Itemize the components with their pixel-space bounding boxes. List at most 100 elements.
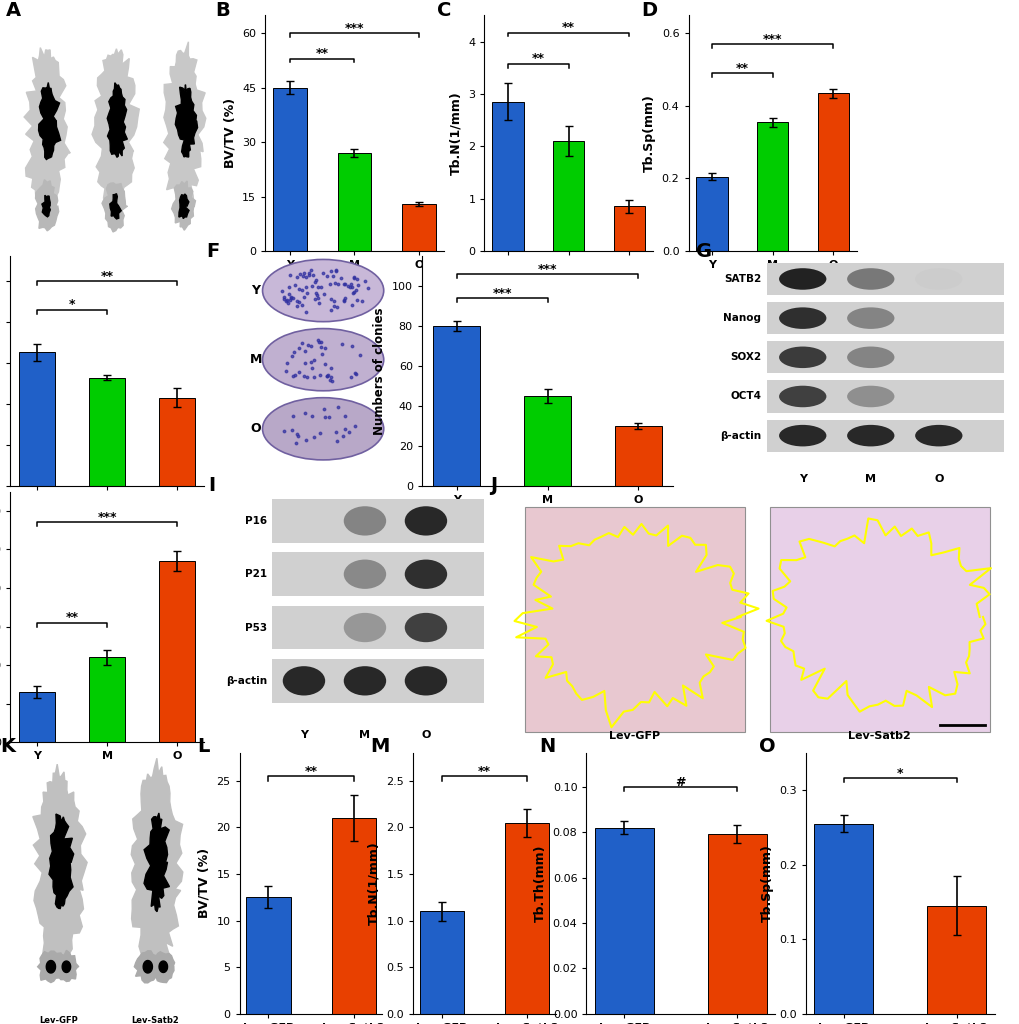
Ellipse shape — [343, 667, 386, 695]
Text: SATB2: SATB2 — [723, 274, 760, 284]
Text: β-actin: β-actin — [225, 676, 267, 686]
Text: J: J — [489, 476, 496, 496]
Text: P21: P21 — [245, 569, 267, 580]
Ellipse shape — [847, 425, 894, 446]
Text: Lev-Satb2: Lev-Satb2 — [848, 731, 910, 741]
Text: O: O — [179, 256, 189, 265]
Ellipse shape — [779, 307, 825, 329]
Text: O: O — [251, 422, 261, 435]
Polygon shape — [135, 950, 161, 983]
Text: Lev-Satb2: Lev-Satb2 — [131, 1017, 179, 1024]
Bar — [766, 420, 1003, 452]
Ellipse shape — [343, 559, 386, 589]
Ellipse shape — [779, 346, 825, 368]
Polygon shape — [175, 85, 198, 157]
Bar — [594, 827, 653, 1014]
Polygon shape — [55, 950, 78, 981]
Polygon shape — [144, 813, 169, 911]
Ellipse shape — [343, 613, 386, 642]
Polygon shape — [33, 764, 87, 974]
Ellipse shape — [847, 386, 894, 408]
Text: M: M — [370, 737, 389, 756]
Ellipse shape — [779, 268, 825, 290]
Bar — [813, 823, 872, 1014]
Text: Y: Y — [251, 284, 260, 297]
Bar — [766, 302, 1003, 334]
Circle shape — [262, 329, 383, 391]
Polygon shape — [49, 814, 73, 908]
Text: ***: *** — [762, 33, 782, 46]
Polygon shape — [164, 42, 206, 212]
Ellipse shape — [914, 425, 962, 446]
Text: P53: P53 — [245, 623, 267, 633]
Ellipse shape — [405, 667, 446, 695]
Ellipse shape — [914, 346, 962, 368]
Ellipse shape — [282, 559, 325, 589]
Text: Y: Y — [798, 474, 806, 484]
Text: M: M — [359, 730, 370, 740]
Bar — [926, 905, 985, 1014]
Bar — [766, 263, 1003, 295]
Bar — [273, 88, 307, 251]
Ellipse shape — [914, 307, 962, 329]
Text: β-actin: β-actin — [719, 431, 760, 440]
Bar — [766, 381, 1003, 413]
Ellipse shape — [405, 613, 446, 642]
Text: **: ** — [531, 52, 544, 66]
Ellipse shape — [282, 613, 325, 642]
Text: **: ** — [735, 61, 748, 75]
Bar — [769, 507, 988, 732]
Text: #: # — [675, 776, 686, 788]
Text: Lev-GFP: Lev-GFP — [40, 1017, 77, 1024]
Polygon shape — [131, 758, 182, 976]
Text: O: O — [421, 730, 430, 740]
Y-axis label: Tb.Sp(mm): Tb.Sp(mm) — [760, 844, 772, 923]
Bar — [272, 499, 484, 543]
Bar — [419, 911, 464, 1014]
Bar — [525, 507, 744, 732]
Bar — [552, 141, 584, 251]
Polygon shape — [92, 49, 140, 211]
Text: M: M — [864, 474, 875, 484]
Bar — [272, 552, 484, 596]
Ellipse shape — [914, 386, 962, 408]
Polygon shape — [39, 83, 60, 160]
Ellipse shape — [405, 506, 446, 536]
Text: K: K — [0, 737, 15, 756]
Polygon shape — [42, 196, 50, 217]
Text: *: * — [896, 767, 903, 780]
Bar — [331, 818, 376, 1014]
Text: Y: Y — [43, 256, 51, 265]
Ellipse shape — [282, 506, 325, 536]
Polygon shape — [159, 961, 167, 973]
Bar — [89, 657, 125, 742]
Y-axis label: Tb.N(1/mm): Tb.N(1/mm) — [449, 91, 463, 175]
Bar — [89, 378, 125, 486]
Circle shape — [262, 259, 383, 322]
Text: M: M — [250, 353, 262, 367]
Bar — [707, 835, 766, 1014]
Polygon shape — [36, 179, 59, 230]
Text: ***: *** — [344, 22, 364, 35]
Polygon shape — [102, 183, 127, 232]
Bar — [19, 692, 55, 742]
Polygon shape — [24, 48, 70, 214]
Bar — [492, 101, 523, 251]
Polygon shape — [178, 195, 189, 218]
Polygon shape — [62, 961, 70, 973]
Bar — [159, 561, 195, 742]
Text: P16: P16 — [245, 516, 267, 526]
Y-axis label: Tb.N(1/mm): Tb.N(1/mm) — [368, 842, 380, 925]
Polygon shape — [143, 961, 152, 973]
Text: L: L — [197, 737, 209, 756]
Ellipse shape — [847, 307, 894, 329]
Ellipse shape — [847, 268, 894, 290]
Polygon shape — [171, 181, 196, 230]
Text: A: A — [6, 1, 21, 20]
Text: O: O — [933, 474, 943, 484]
Text: ***: *** — [97, 511, 117, 524]
Bar — [756, 122, 788, 251]
Bar — [504, 822, 549, 1014]
Ellipse shape — [847, 346, 894, 368]
Text: **: ** — [305, 765, 317, 778]
